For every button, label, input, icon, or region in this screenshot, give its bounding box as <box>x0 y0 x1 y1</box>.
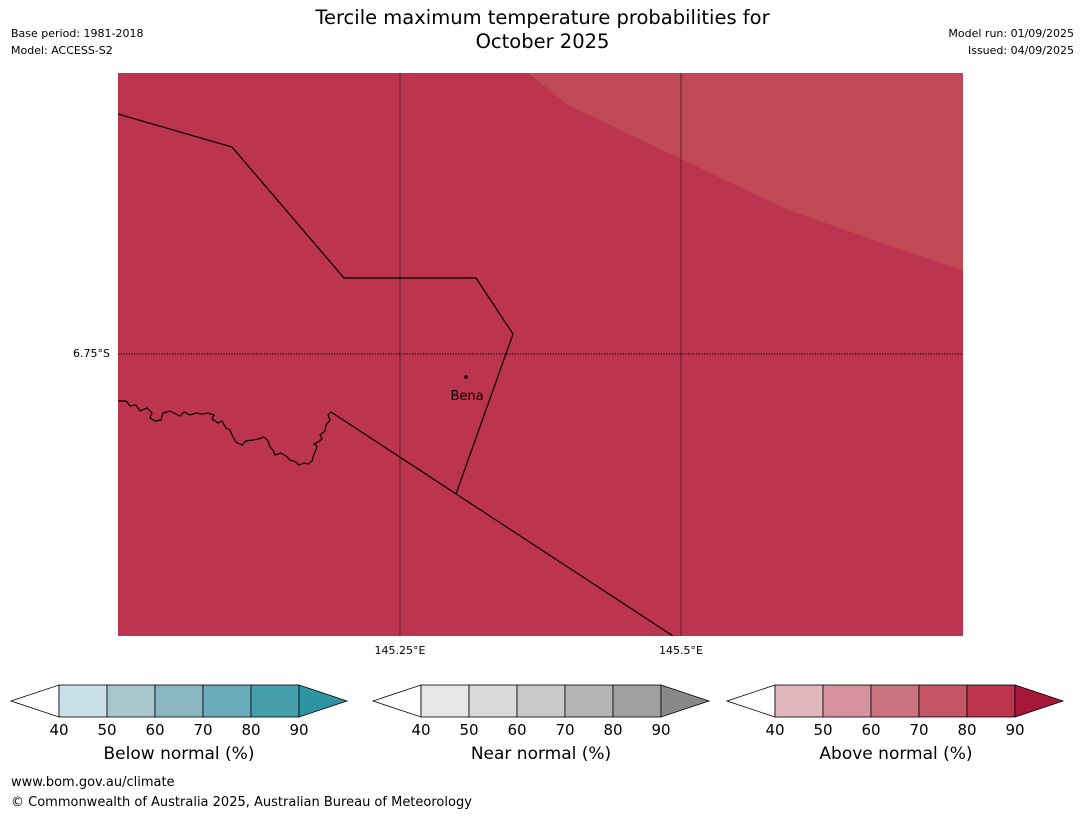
tick-label: 60 <box>507 721 527 739</box>
tick-label: 90 <box>1005 721 1025 739</box>
tick-label: 50 <box>459 721 479 739</box>
base-period-text: Base period: 1981-2018 <box>11 27 144 40</box>
tick-label: 90 <box>651 721 671 739</box>
colorbar-segment <box>468 684 518 718</box>
place-label-bena: Bena <box>450 389 483 404</box>
tick-label: 70 <box>909 721 929 739</box>
tick-label: 70 <box>193 721 213 739</box>
legend-ticks-near-normal: 40 50 60 70 80 90 <box>372 720 712 740</box>
colorbar-high-extension <box>298 684 349 718</box>
colorbar-segment <box>564 684 614 718</box>
bena-marker <box>464 375 468 379</box>
colorbar-segment <box>516 684 566 718</box>
province-boundary-south <box>330 411 674 636</box>
tick-label: 60 <box>145 721 165 739</box>
colorbar-segment <box>420 684 470 718</box>
metadata-right: Model run: 01/09/2025 Issued: 04/09/2025 <box>948 25 1074 59</box>
tick-label: 90 <box>289 721 309 739</box>
colorbar-segment <box>154 684 204 718</box>
colorbar-segment <box>822 684 872 718</box>
tick-label: 80 <box>241 721 261 739</box>
tick-label: 40 <box>411 721 431 739</box>
footer-url: www.bom.gov.au/climate <box>11 775 175 790</box>
colorbar-segments <box>10 684 349 718</box>
title-line-1: Tercile maximum temperature probabilitie… <box>315 6 770 29</box>
tick-label: 40 <box>765 721 785 739</box>
legend-below-normal: 40 50 60 70 80 90 <box>10 684 350 740</box>
colorbar-segment <box>966 684 1016 718</box>
colorbar-high-extension <box>1014 684 1065 718</box>
colorbar-segment <box>612 684 662 718</box>
legend-title-above-normal: Above normal (%) <box>819 744 973 764</box>
model-run-text: Model run: 01/09/2025 <box>948 27 1074 40</box>
colorbar-segment <box>870 684 920 718</box>
legend-title-near-normal: Near normal (%) <box>470 744 612 764</box>
colorbar-segment <box>918 684 968 718</box>
legend-title-below-normal: Below normal (%) <box>103 744 255 764</box>
title-line-2: October 2025 <box>475 30 610 53</box>
colorbar-segment <box>106 684 156 718</box>
tick-label: 70 <box>555 721 575 739</box>
province-boundary-north <box>118 113 514 495</box>
latitude-label: 6.75°S <box>73 347 110 360</box>
colorbar-near-normal <box>372 684 711 718</box>
longitude-label-145-25: 145.25°E <box>374 644 426 657</box>
colorbar-segments <box>726 684 1065 718</box>
tick-label: 60 <box>861 721 881 739</box>
legend-ticks-above-normal: 40 50 60 70 80 90 <box>726 720 1066 740</box>
colorbar-high-extension <box>660 684 711 718</box>
model-text: Model: ACCESS-S2 <box>11 44 113 57</box>
issued-text: Issued: 04/09/2025 <box>967 44 1074 57</box>
colorbar-low-extension <box>10 684 60 718</box>
tick-label: 50 <box>97 721 117 739</box>
colorbar-below-normal <box>10 684 349 718</box>
map-title: Tercile maximum temperature probabilitie… <box>0 6 1085 54</box>
tick-label: 50 <box>813 721 833 739</box>
colorbar-segment <box>774 684 824 718</box>
colorbar-above-normal <box>726 684 1065 718</box>
legend-above-normal: 40 50 60 70 80 90 <box>726 684 1066 740</box>
probability-map: Bena <box>118 73 963 636</box>
longitude-label-145-5: 145.5°E <box>659 644 703 657</box>
colorbar-low-extension <box>726 684 776 718</box>
footer-copyright: © Commonwealth of Australia 2025, Austra… <box>11 795 472 810</box>
tick-label: 80 <box>957 721 977 739</box>
colorbar-low-extension <box>372 684 422 718</box>
colorbar-segments <box>372 684 711 718</box>
colorbar-segment <box>202 684 252 718</box>
colorbar-segment <box>58 684 108 718</box>
province-boundary-west <box>118 400 332 466</box>
colorbar-segment <box>250 684 300 718</box>
legend-near-normal: 40 50 60 70 80 90 <box>372 684 712 740</box>
tick-label: 40 <box>49 721 69 739</box>
metadata-left: Base period: 1981-2018 Model: ACCESS-S2 <box>11 25 143 59</box>
map-lighter-region <box>528 73 963 271</box>
legend-ticks-below-normal: 40 50 60 70 80 90 <box>10 720 350 740</box>
tick-label: 80 <box>603 721 623 739</box>
